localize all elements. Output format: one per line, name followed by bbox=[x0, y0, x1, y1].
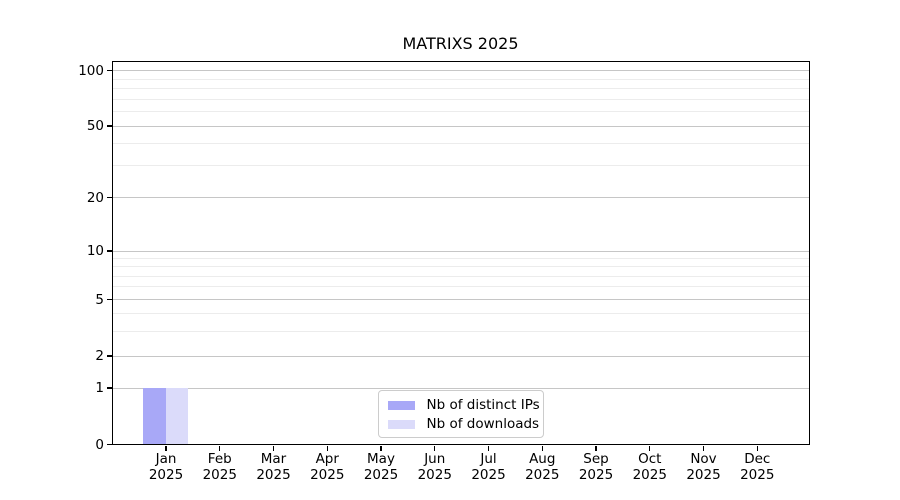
y-tick-mark bbox=[107, 125, 112, 127]
legend: Nb of distinct IPs Nb of downloads bbox=[377, 390, 544, 438]
legend-entry: Nb of downloads bbox=[387, 415, 539, 434]
x-tick-year: 2025 bbox=[686, 466, 721, 483]
x-tick-month: Oct bbox=[638, 451, 662, 467]
x-tick-year: 2025 bbox=[148, 466, 184, 483]
x-tick-year: 2025 bbox=[632, 466, 667, 483]
x-tick-mark bbox=[272, 445, 275, 451]
x-tick-month: May bbox=[367, 451, 395, 467]
legend-entry: Nb of distinct IPs bbox=[387, 396, 540, 415]
y-tick-mark bbox=[107, 355, 112, 357]
gridline-minor bbox=[113, 257, 809, 259]
bar-distinct-ips-jan bbox=[143, 387, 166, 445]
x-tick-label-nov: Nov 2025 bbox=[674, 451, 734, 483]
x-tick-label-aug: Aug 2025 bbox=[512, 451, 572, 483]
x-tick-year: 2025 bbox=[256, 466, 291, 483]
y-tick-mark bbox=[107, 250, 112, 252]
y-tick-label: 100 bbox=[78, 62, 104, 79]
gridline-minor bbox=[113, 165, 809, 167]
x-tick-mark bbox=[380, 445, 382, 451]
x-tick-mark bbox=[595, 445, 597, 451]
x-tick-label-sep: Sep 2025 bbox=[566, 451, 626, 483]
gridline-major bbox=[113, 197, 809, 199]
gridline-minor bbox=[113, 312, 809, 314]
x-tick-label-mar: Mar 2025 bbox=[244, 451, 304, 483]
x-tick-mark bbox=[487, 445, 490, 451]
y-tick-label: 50 bbox=[86, 118, 104, 134]
x-tick-label-feb: Feb 2025 bbox=[190, 451, 250, 483]
y-tick-mark bbox=[107, 69, 112, 72]
gridline-minor bbox=[113, 275, 809, 277]
x-tick-label-jun: Jun 2025 bbox=[405, 451, 465, 483]
legend-label: Nb of downloads bbox=[426, 416, 540, 432]
x-tick-year: 2025 bbox=[417, 466, 452, 483]
gridline-major bbox=[113, 299, 809, 301]
y-tick-mark bbox=[107, 387, 112, 389]
y-tick-mark bbox=[107, 298, 112, 301]
gridline-minor bbox=[113, 98, 809, 100]
y-tick-mark bbox=[107, 443, 112, 446]
x-tick-label-jul: Jul 2025 bbox=[459, 451, 519, 483]
gridline-major bbox=[113, 355, 809, 357]
x-tick-mark bbox=[165, 445, 167, 451]
x-tick-label-jan: Jan 2025 bbox=[136, 451, 196, 483]
x-tick-mark bbox=[219, 445, 221, 451]
x-tick-month: Apr bbox=[315, 451, 339, 467]
y-tick-label: 2 bbox=[95, 348, 104, 364]
x-tick-month: Jan bbox=[155, 451, 177, 467]
x-tick-year: 2025 bbox=[310, 466, 345, 483]
plot-area bbox=[112, 60, 810, 445]
y-tick-label: 1 bbox=[95, 380, 104, 396]
x-tick-month: Jun bbox=[424, 451, 446, 467]
gridline-major bbox=[113, 387, 809, 389]
x-tick-year: 2025 bbox=[202, 466, 237, 483]
y-tick-label: 20 bbox=[86, 189, 104, 206]
x-tick-year: 2025 bbox=[525, 466, 560, 483]
x-tick-mark bbox=[434, 445, 436, 451]
legend-swatch bbox=[387, 400, 415, 411]
x-tick-year: 2025 bbox=[363, 466, 399, 483]
gridline-minor bbox=[113, 330, 809, 332]
x-tick-mark bbox=[756, 445, 758, 451]
x-tick-mark bbox=[541, 445, 543, 451]
x-tick-month: Sep bbox=[583, 451, 609, 467]
legend-label: Nb of distinct IPs bbox=[426, 397, 540, 413]
gridline-minor bbox=[113, 143, 809, 144]
x-tick-month: Mar bbox=[260, 451, 287, 467]
x-tick-year: 2025 bbox=[578, 466, 614, 483]
y-tick-label: 5 bbox=[95, 291, 104, 308]
gridline-major bbox=[113, 70, 809, 72]
x-tick-year: 2025 bbox=[740, 466, 775, 483]
gridline-minor bbox=[113, 87, 809, 89]
y-tick-label: 0 bbox=[95, 436, 104, 453]
gridline-minor bbox=[113, 266, 809, 268]
bar-downloads-jan bbox=[165, 387, 189, 445]
x-tick-month: Dec bbox=[744, 451, 771, 467]
y-tick-label: 10 bbox=[86, 243, 104, 259]
x-tick-mark bbox=[649, 445, 651, 451]
x-tick-label-apr: Apr 2025 bbox=[297, 451, 357, 483]
x-tick-label-may: May 2025 bbox=[351, 451, 411, 483]
x-tick-month: Feb bbox=[207, 451, 232, 467]
x-tick-mark bbox=[702, 445, 705, 451]
x-tick-year: 2025 bbox=[471, 466, 506, 483]
x-tick-label-dec: Dec 2025 bbox=[727, 451, 787, 483]
gridline-minor bbox=[113, 111, 809, 112]
gridline-minor bbox=[113, 286, 809, 288]
gridline-major bbox=[113, 250, 809, 252]
gridline-major bbox=[113, 125, 809, 127]
x-tick-mark bbox=[326, 445, 328, 451]
gridline-minor bbox=[113, 78, 809, 80]
legend-swatch bbox=[387, 419, 415, 430]
x-tick-label-oct: Oct 2025 bbox=[620, 451, 680, 483]
x-tick-month: Nov bbox=[690, 451, 717, 467]
chart-title: MATRIXS 2025 bbox=[402, 34, 519, 53]
x-tick-month: Jul bbox=[480, 451, 497, 467]
y-tick-mark bbox=[107, 196, 112, 199]
x-tick-month: Aug bbox=[529, 451, 556, 467]
